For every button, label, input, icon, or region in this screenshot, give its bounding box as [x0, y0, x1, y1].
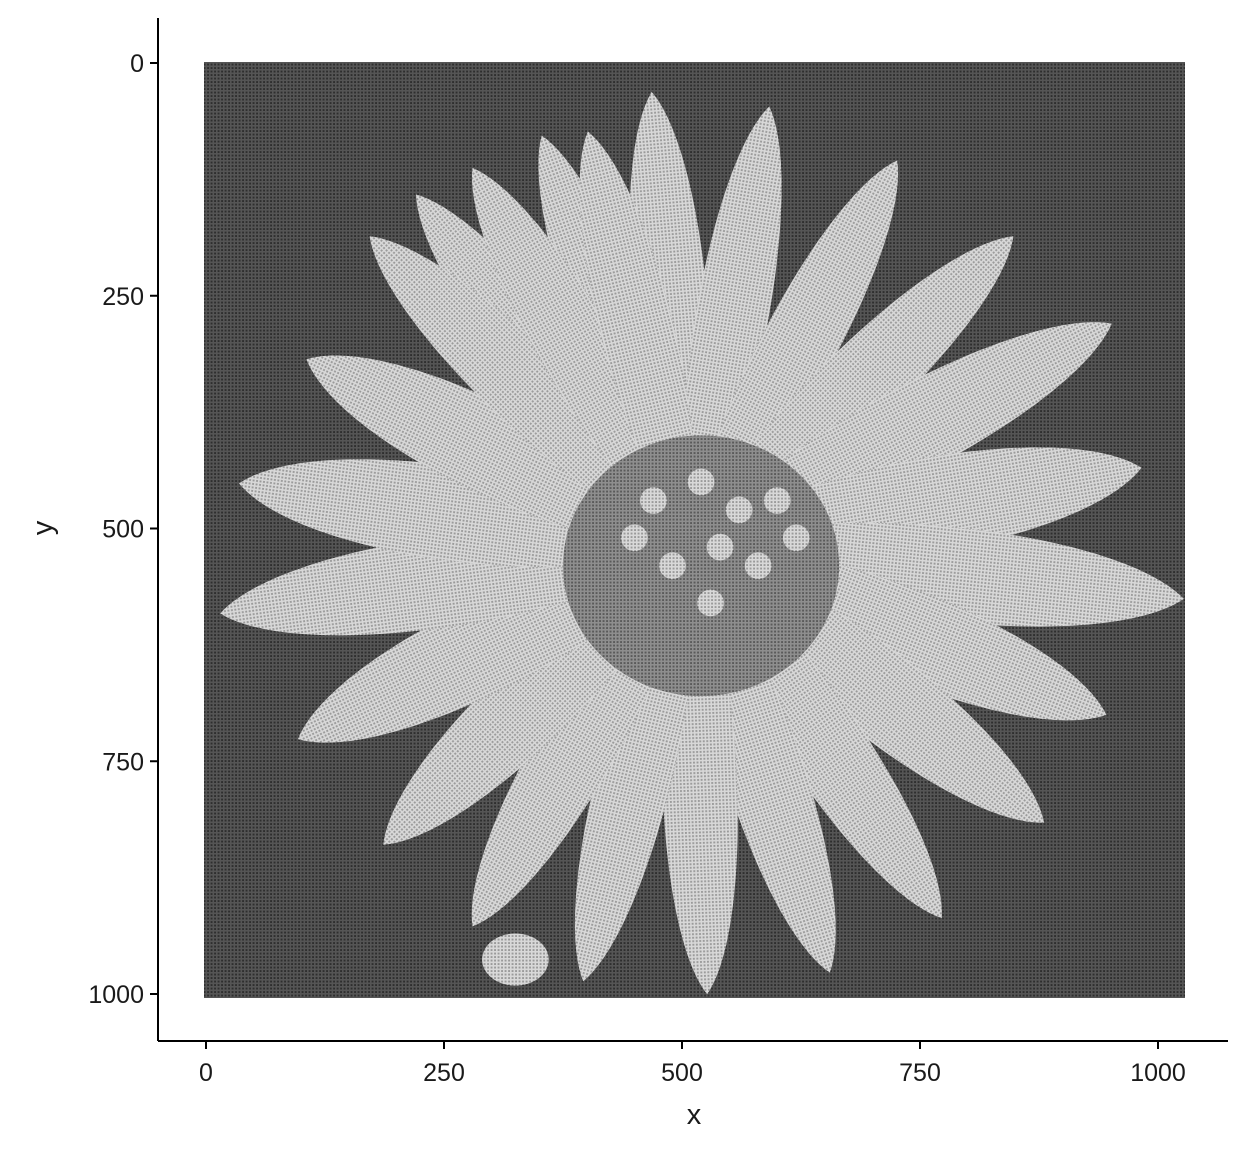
- y-tick-label: 750: [102, 748, 144, 776]
- x-axis-title: x: [687, 1099, 702, 1131]
- x-tick-label: 750: [899, 1059, 941, 1087]
- y-tick-label: 0: [130, 50, 144, 78]
- center-speckle: [744, 552, 772, 580]
- center-speckle: [697, 589, 724, 617]
- y-tick-label: 250: [102, 283, 144, 311]
- y-tick-label: 500: [102, 516, 144, 544]
- center-speckle: [659, 552, 686, 580]
- center-speckle: [706, 533, 734, 561]
- x-ticks: 0 250 500 750 1000: [199, 1041, 1186, 1087]
- center-speckle: [763, 487, 791, 514]
- x-tick-label: 1000: [1130, 1059, 1186, 1087]
- y-axis-title: y: [27, 520, 59, 535]
- y-ticks: 0 250 500 750 1000: [88, 50, 158, 1009]
- y-tick-label: 1000: [88, 981, 144, 1009]
- center-speckle: [725, 496, 753, 524]
- x-tick-label: 0: [199, 1059, 213, 1087]
- x-tick-label: 250: [423, 1059, 465, 1087]
- x-tick-label: 500: [661, 1059, 703, 1087]
- center-speckle: [782, 524, 810, 552]
- center-speckle: [621, 524, 648, 552]
- small-blob: [482, 933, 549, 986]
- plot-area: [204, 62, 1185, 998]
- axes: 0 250 500 750 1000 0 250 500 750 1000 x y: [27, 18, 1228, 1131]
- center-speckle: [687, 468, 715, 496]
- center-speckle: [640, 487, 667, 514]
- flower-center: [563, 435, 840, 697]
